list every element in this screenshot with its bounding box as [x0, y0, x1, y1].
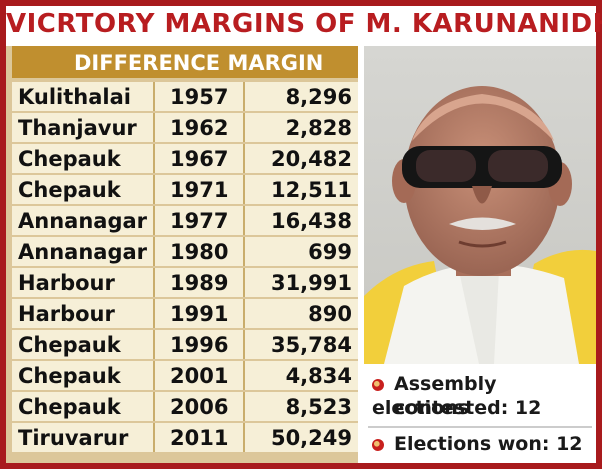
constituency-cell: Chepauk: [12, 330, 156, 359]
table-row: Harbour 1991 890: [12, 299, 358, 328]
constituency-cell: Chepauk: [12, 361, 156, 390]
margin-cell: 20,482: [245, 144, 358, 173]
year-cell: 1991: [155, 299, 246, 328]
assembly-contested-item: Assembly elections: [372, 372, 596, 420]
summary-panel: Assembly elections contested: 12 Electio…: [364, 368, 596, 463]
bullet-icon: [372, 438, 384, 451]
year-cell: 1977: [155, 206, 246, 235]
constituency-cell: Kulithalai: [12, 82, 156, 111]
year-cell: 2011: [155, 423, 246, 452]
margin-cell: 890: [245, 299, 358, 328]
constituency-cell: Thanjavur: [12, 113, 156, 142]
constituency-cell: Harbour: [12, 299, 156, 328]
margin-cell: 35,784: [245, 330, 358, 359]
table-row: Chepauk 1971 12,511: [12, 175, 358, 204]
year-cell: 2006: [155, 392, 246, 421]
year-cell: 1962: [155, 113, 246, 142]
margins-table-panel: DIFFERENCE MARGIN Kulithalai 1957 8,296 Tha…: [6, 46, 358, 463]
table-row: Chepauk 2006 8,523: [12, 392, 358, 421]
elections-won-item: Elections won: 12: [372, 432, 583, 456]
margin-cell: 8,296: [245, 82, 358, 111]
year-cell: 1996: [155, 330, 246, 359]
margin-cell: 50,249: [245, 423, 358, 452]
year-cell: 1980: [155, 237, 246, 266]
table-row: Annanagar 1977 16,438: [12, 206, 358, 235]
margin-cell: 2,828: [245, 113, 358, 142]
table-header: DIFFERENCE MARGIN: [12, 46, 358, 78]
table-row: Annanagar 1980 699: [12, 237, 358, 266]
constituency-cell: Annanagar: [12, 237, 156, 266]
year-cell: 2001: [155, 361, 246, 390]
table-row: Thanjavur 1962 2,828: [12, 113, 358, 142]
table-row: Chepauk 1967 20,482: [12, 144, 358, 173]
table-row: Harbour 1989 31,991: [12, 268, 358, 297]
constituency-cell: Annanagar: [12, 206, 156, 235]
page-title: VICRTORY MARGINS OF M. KARUNANIDHI: [6, 9, 602, 39]
portrait-illustration: [364, 46, 596, 364]
constituency-cell: Harbour: [12, 268, 156, 297]
margins-table: Kulithalai 1957 8,296 Thanjavur 1962 2,828 Che…: [12, 80, 358, 454]
assembly-contested-line2: contested: 12: [394, 397, 542, 419]
summary-divider: [368, 426, 592, 428]
constituency-cell: Chepauk: [12, 392, 156, 421]
year-cell: 1967: [155, 144, 246, 173]
margin-cell: 31,991: [245, 268, 358, 297]
year-cell: 1971: [155, 175, 246, 204]
assembly-contested-line1: Assembly elections: [372, 373, 497, 419]
table-row: Kulithalai 1957 8,296: [12, 82, 358, 111]
margin-cell: 699: [245, 237, 358, 266]
assembly-contested-line2-wrap: contested: 12: [394, 396, 541, 420]
table-row: Chepauk 1996 35,784: [12, 330, 358, 359]
constituency-cell: Chepauk: [12, 144, 156, 173]
constituency-cell: Chepauk: [12, 175, 156, 204]
margin-cell: 8,523: [245, 392, 358, 421]
table-row: Chepauk 2001 4,834: [12, 361, 358, 390]
elections-won-label: Elections won: 12: [394, 433, 583, 455]
infographic-panel: VICRTORY MARGINS OF M. KARUNANIDHI DIFFE…: [6, 6, 602, 463]
year-cell: 1957: [155, 82, 246, 111]
constituency-cell: Tiruvarur: [12, 423, 156, 452]
bullet-icon: [372, 378, 384, 391]
margin-cell: 4,834: [245, 361, 358, 390]
margin-cell: 16,438: [245, 206, 358, 235]
margin-cell: 12,511: [245, 175, 358, 204]
portrait-photo: [364, 46, 596, 364]
table-row: Tiruvarur 2011 50,249: [12, 423, 358, 452]
year-cell: 1989: [155, 268, 246, 297]
